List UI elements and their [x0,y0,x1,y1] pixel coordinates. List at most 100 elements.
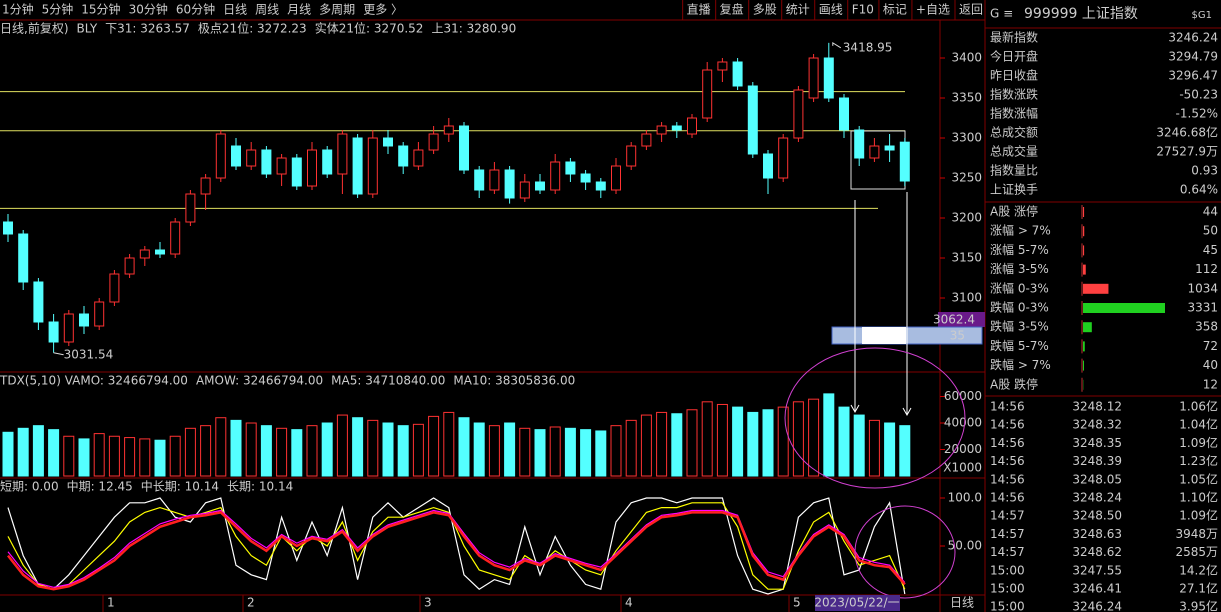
candle-body [656,125,667,135]
high-annotation: 3418.95 [843,40,893,54]
toolbar-button[interactable]: 画线 [819,3,843,17]
cursor-date-bg [815,595,900,611]
trade-price: 3248.35 [1072,436,1122,450]
volume-bar [732,406,744,477]
period-button[interactable]: 更多 〉 [363,3,403,17]
breadth-label: 涨幅 3-5% [990,261,1049,276]
info-item: BLY [77,22,98,36]
indicator-line [7,511,906,591]
value-box-blank [862,327,906,344]
breadth-bar [1083,245,1085,256]
period-button[interactable]: 30分钟 [129,2,168,17]
candle-body [33,281,44,323]
period-label: 日线 [950,596,974,610]
toolbar-button[interactable]: 多股 [753,3,777,17]
candle-body [3,221,13,235]
trade-amount: 1.10亿 [1179,490,1218,505]
candle-body [854,129,865,159]
period-button[interactable]: 月线 [287,3,311,17]
x-tick-label: 2 [247,596,255,610]
y-tick-label: 3150 [951,251,982,265]
y-tick-label: 3300 [951,131,982,145]
volume-bar [397,425,409,477]
volume-bar [306,425,318,477]
candle-body [793,89,804,139]
volume-bar [792,401,804,477]
candle-body [763,153,773,179]
candle-body [124,257,135,275]
quote-value: 0.64% [1180,183,1218,197]
trade-price: 3248.50 [1072,509,1122,523]
trade-amount: 1.09亿 [1179,508,1218,523]
period-button[interactable]: 5分钟 [42,2,74,17]
candle-body [18,233,29,283]
volume-bar [230,419,242,477]
trade-time: 14:56 [990,418,1025,432]
candle-body [322,149,333,175]
trade-time: 14:56 [990,472,1025,486]
volume-bar [868,419,880,477]
toolbar-button[interactable]: F10 [852,3,874,17]
period-button[interactable]: 15分钟 [81,2,120,17]
volume-bar [124,437,136,477]
toolbar-button[interactable]: 直播 [687,3,711,17]
toolbar-button[interactable]: +自选 [916,3,950,17]
breadth-bar [1083,341,1085,352]
candle-body [79,313,89,327]
period-button[interactable]: 1分钟 [2,2,34,17]
volume-bar [200,425,212,477]
trade-time: 15:00 [990,563,1025,577]
volume-legend: TDX(5,10) VAMO: 32466794.00 [0,374,188,388]
toolbar-button[interactable]: 复盘 [720,2,744,17]
info-item: 上31: 3280.90 [431,22,516,36]
period-button[interactable]: 日线 [223,3,247,17]
volume-bar [2,431,14,477]
volume-bar [32,425,44,477]
trade-amount: 3.95亿 [1179,599,1218,612]
toolbar-button[interactable]: 标记 [883,3,907,17]
candle-body [307,149,317,187]
toolbar-button[interactable]: 返回 [959,3,983,17]
volume-bar [488,425,500,477]
candle-body [595,181,606,191]
trade-price: 3246.41 [1072,582,1122,596]
trade-time: 14:57 [990,545,1025,559]
breadth-label: 涨幅 0-3% [990,280,1049,295]
candle-body [459,125,469,171]
breadth-bar [1083,322,1092,333]
y-tick-label: 50.00 [948,539,982,553]
cursor-date: 2023/05/22/一 [814,596,899,610]
volume-bar [671,413,683,477]
indicator-legend: 中长期: 10.14 [141,479,219,494]
candle-body [687,117,697,135]
candle-body [170,221,181,255]
candle-body [231,145,241,167]
volume-bar [777,406,789,477]
period-button[interactable]: 多周期 [319,3,355,17]
quote-symbol: 999999 上证指数 [1024,6,1138,22]
axis-tag: 3062.4 [933,313,975,327]
candle-body [413,149,424,167]
annotation-pointer [53,352,64,356]
quote-value: 3246.24 [1168,31,1218,45]
highlight-ellipse [854,505,956,599]
breadth-label: A股 涨停 [990,204,1038,219]
indicator-line [7,502,906,590]
toolbar-button[interactable]: 统计 [786,3,810,17]
candle-body [443,125,454,135]
breadth-label: 涨幅 5-7% [990,242,1049,257]
indicator-legend: 短期: 0.00 [0,480,59,494]
volume-bar [245,422,257,477]
trade-amount: 3948万 [1175,527,1218,541]
volume-bar [154,439,166,477]
breadth-label: 跌幅 > 7% [990,357,1051,372]
volume-bar [823,393,835,477]
period-button[interactable]: 60分钟 [176,2,215,17]
quote-key: 最新指数 [990,30,1038,45]
trade-time: 14:57 [990,509,1025,523]
trade-amount: 1.05亿 [1179,471,1218,486]
candle-body [717,61,728,71]
candle-body [580,173,591,183]
axis-tag-bg [938,312,985,327]
period-button[interactable]: 周线 [255,3,279,17]
